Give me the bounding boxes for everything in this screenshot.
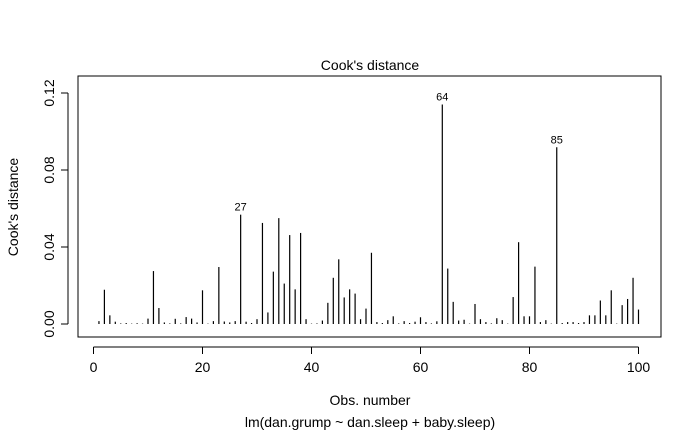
x-axis-label: Obs. number [330, 392, 411, 408]
point-labels-group: 27 64 85 [235, 92, 563, 214]
bars-group [98, 104, 640, 324]
chart-subtitle: lm(dan.grump ~ dan.sleep + baby.sleep) [245, 414, 495, 430]
y-tick-label-3: 0.12 [41, 79, 57, 106]
x-tick-label-0: 0 [90, 359, 98, 375]
y-axis-label: Cook's distance [5, 158, 21, 257]
x-axis: 0 20 40 60 80 100 [90, 346, 651, 375]
point-label-27: 27 [235, 202, 247, 214]
point-label-85: 85 [551, 134, 563, 146]
y-tick-label-0: 0.00 [41, 310, 57, 337]
chart-title: Cook's distance [321, 57, 420, 73]
y-tick-label-1: 0.04 [41, 233, 57, 260]
x-tick-label-80: 80 [522, 359, 538, 375]
point-label-64: 64 [436, 92, 448, 104]
plot-frame [77, 75, 662, 338]
x-tick-label-40: 40 [304, 359, 320, 375]
y-tick-label-2: 0.08 [41, 156, 57, 183]
x-tick-label-100: 100 [627, 359, 651, 375]
x-tick-label-60: 60 [413, 359, 429, 375]
x-tick-label-20: 20 [195, 359, 211, 375]
y-axis: 0.00 0.04 0.08 0.12 [41, 79, 69, 338]
